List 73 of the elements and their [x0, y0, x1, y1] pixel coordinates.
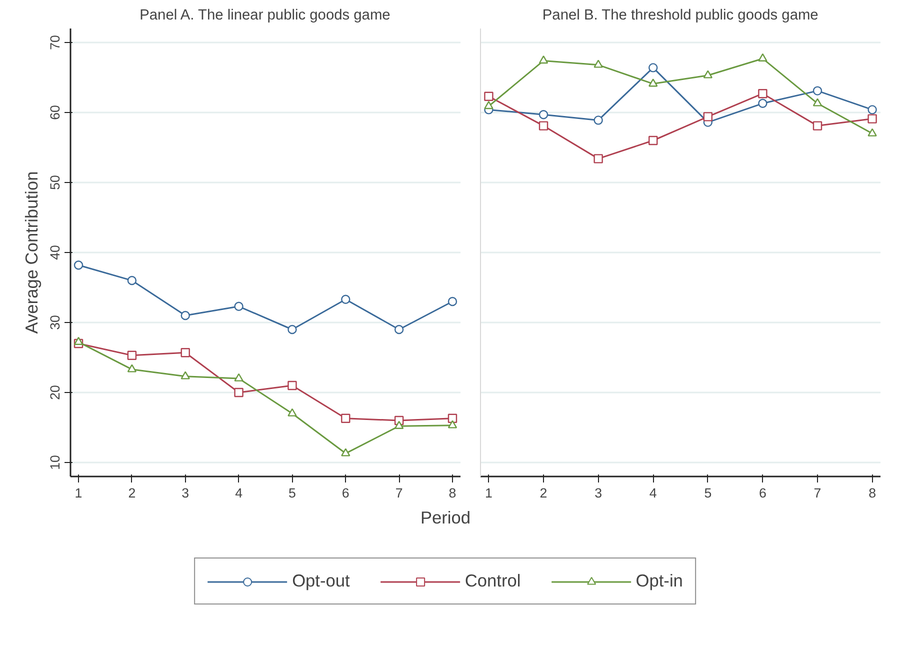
x-tick-label: 6 [342, 486, 350, 500]
chart-title: Panel B. The threshold public goods game [542, 8, 818, 24]
x-tick-label: 2 [128, 486, 136, 500]
y-tick-label: 10 [48, 455, 62, 470]
point [234, 302, 244, 311]
point [758, 98, 768, 108]
point [594, 60, 603, 68]
point [812, 121, 822, 130]
x-tick-label: 7 [814, 486, 822, 500]
y-tick-label: 30 [48, 315, 62, 330]
point [594, 154, 603, 164]
legend-label: Opt-out [292, 570, 350, 592]
point [394, 420, 404, 430]
x-axis-title: Period [420, 508, 471, 528]
point [812, 86, 822, 96]
y-tick-label: 60 [48, 105, 62, 120]
x-tick-label: 4 [235, 486, 244, 500]
point [868, 128, 877, 136]
point [448, 296, 458, 306]
legend-label: Opt-in [636, 570, 683, 592]
point [594, 116, 603, 125]
y-tick-label: 20 [48, 385, 62, 400]
y-tick-label: 70 [48, 35, 62, 50]
legend-label: Control [464, 570, 521, 592]
point [74, 260, 84, 270]
x-tick-label: 4 [649, 486, 658, 500]
point [868, 105, 877, 114]
x-tick-label: 7 [395, 486, 403, 500]
x-tick-label: 1 [74, 486, 82, 500]
x-tick-label: 1 [485, 486, 492, 500]
x-tick-label: 8 [448, 486, 456, 500]
point [234, 373, 244, 382]
point [127, 364, 137, 372]
x-tick-label: 8 [868, 486, 876, 500]
point [127, 276, 137, 286]
chart-title: Panel A. The linear public goods game [140, 8, 390, 24]
point [234, 388, 244, 398]
x-tick-label: 5 [288, 486, 296, 500]
y-tick-label: 40 [48, 245, 62, 260]
x-tick-label: 3 [182, 486, 190, 500]
point [648, 63, 658, 72]
point [538, 110, 548, 120]
point [758, 89, 768, 98]
point [288, 324, 297, 334]
point [180, 310, 190, 320]
point [180, 348, 190, 358]
point [127, 350, 137, 360]
y-tick-label: 50 [48, 175, 62, 190]
point [648, 136, 658, 146]
point [74, 336, 84, 346]
point [868, 114, 877, 124]
point [703, 112, 712, 122]
x-tick-label: 6 [758, 486, 766, 500]
point [758, 53, 768, 62]
y-axis-title: Average Contribution [22, 171, 42, 334]
x-tick-label: 5 [704, 486, 712, 500]
point [341, 448, 350, 456]
point [484, 100, 494, 110]
point [448, 420, 458, 428]
x-tick-label: 3 [594, 486, 602, 500]
point [538, 121, 548, 130]
point [394, 324, 404, 334]
point [484, 92, 494, 101]
point [538, 55, 548, 64]
point [341, 294, 350, 304]
point [341, 414, 350, 423]
x-tick-label: 2 [540, 486, 548, 500]
point [812, 98, 822, 106]
point [648, 78, 658, 87]
point [703, 70, 712, 78]
point [180, 371, 190, 380]
point [288, 380, 297, 390]
point [288, 408, 297, 416]
